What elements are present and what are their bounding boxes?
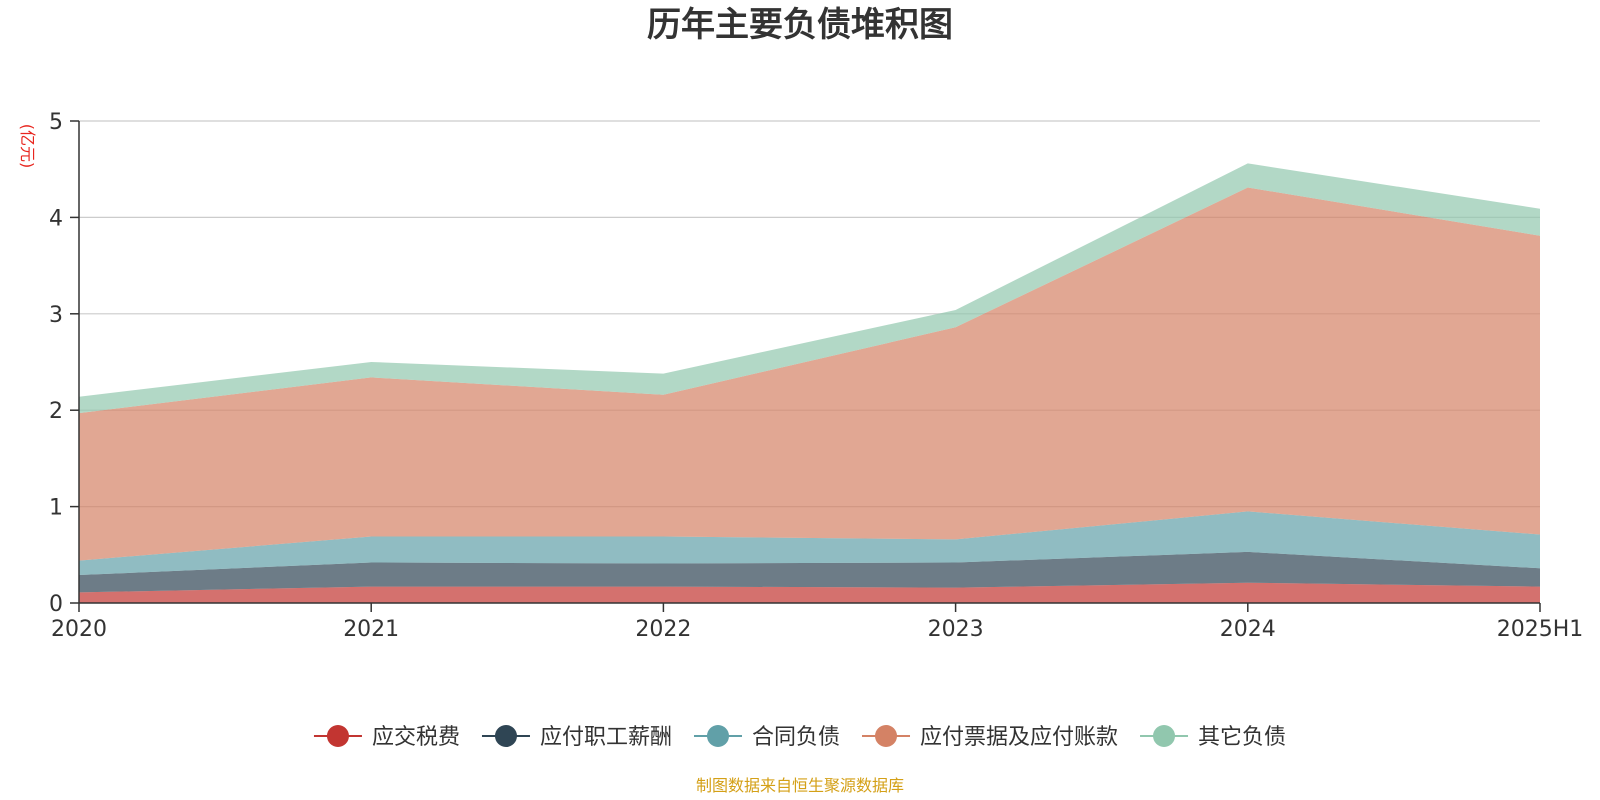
legend-label: 应交税费 <box>372 725 460 750</box>
y-tick-label: 1 <box>49 496 63 521</box>
y-tick-label: 3 <box>49 303 63 328</box>
legend-item[interactable]: 应交税费 <box>313 725 460 750</box>
axes <box>78 121 1540 604</box>
x-tick-label: 2025H1 <box>1497 617 1584 642</box>
legend-marker <box>875 725 898 747</box>
x-axis-ticks: 2020 2021 2022 2023 2024 2025H1 <box>51 603 1583 642</box>
x-tick-label: 2024 <box>1220 617 1276 642</box>
legend-marker <box>1153 725 1176 747</box>
legend-label: 应付票据及应付账款 <box>920 725 1118 750</box>
legend-item[interactable]: 应付票据及应付账款 <box>862 725 1118 750</box>
legend-marker <box>326 725 349 747</box>
legend-item[interactable]: 其它负债 <box>1140 725 1286 750</box>
area-series <box>79 163 1540 414</box>
y-axis-ticks: 0 1 2 3 4 5 <box>49 110 79 617</box>
area-series <box>79 163 1540 603</box>
legend-marker <box>494 725 517 747</box>
legend-label: 合同负债 <box>752 725 840 750</box>
y-axis-unit: (亿元) <box>18 124 37 169</box>
y-tick-label: 2 <box>49 399 63 424</box>
x-tick-label: 2021 <box>343 617 399 642</box>
area-series <box>79 511 1540 576</box>
area-series <box>79 187 1540 561</box>
legend-item[interactable]: 合同负债 <box>693 725 840 750</box>
source-note: 制图数据来自恒生聚源数据库 <box>696 776 904 795</box>
legend-label: 应付职工薪酬 <box>540 725 672 750</box>
y-tick-label: 0 <box>49 592 63 617</box>
y-tick-label: 4 <box>49 206 63 231</box>
legend: 应交税费 应付职工薪酬 合同负债 应付票据及应付账款 其它负债 <box>313 725 1286 750</box>
x-tick-label: 2020 <box>51 617 107 642</box>
chart-title: 历年主要负债堆积图 <box>647 5 953 45</box>
legend-item[interactable]: 应付职工薪酬 <box>481 725 672 750</box>
legend-marker <box>706 725 729 747</box>
legend-label: 其它负债 <box>1198 725 1286 750</box>
y-tick-label: 5 <box>49 110 63 135</box>
x-tick-label: 2022 <box>635 617 691 642</box>
x-tick-label: 2023 <box>928 617 984 642</box>
area-series <box>79 551 1540 593</box>
area-series <box>79 582 1540 603</box>
